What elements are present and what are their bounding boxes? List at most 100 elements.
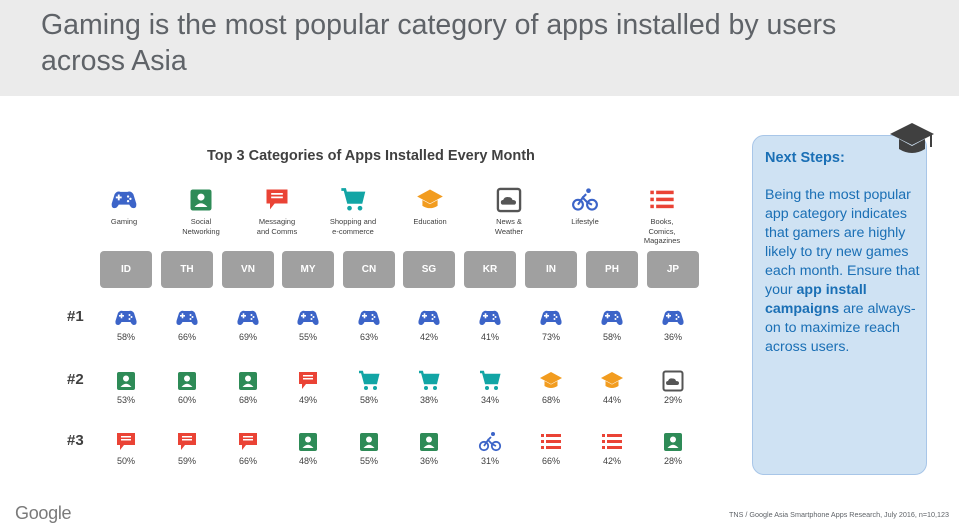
percent-label: 59%: [177, 456, 196, 466]
percent-label: 36%: [419, 456, 438, 466]
messaging-icon: [239, 433, 257, 450]
source-note: TNS / Google Asia Smartphone Apps Resear…: [729, 510, 949, 519]
percent-label: 44%: [602, 395, 621, 405]
percent-label: 63%: [359, 332, 378, 342]
legend-label: Messaging and Comms: [256, 217, 298, 236]
next-steps-body: Being the most popular app category indi…: [765, 186, 925, 357]
books-icon: [650, 190, 674, 209]
percent-label: 49%: [298, 395, 317, 405]
rank-label: #3: [67, 432, 84, 449]
country-tag-my: MY: [282, 251, 334, 288]
country-tag-sg: SG: [403, 251, 455, 288]
percent-label: 42%: [419, 332, 438, 342]
lifestyle-icon: [572, 188, 598, 211]
next-steps-heading: Next Steps:: [765, 150, 845, 166]
rank-cell: 55%: [339, 430, 399, 466]
legend-label: Social Networking: [182, 217, 220, 236]
legend-label: Books, Comics, Magazines: [643, 217, 681, 246]
messaging-icon: [299, 372, 317, 389]
country-tag-th: TH: [161, 251, 213, 288]
percent-label: 68%: [238, 395, 257, 405]
rank-cell: 48%: [278, 430, 338, 466]
rank-cell: 36%: [643, 306, 703, 342]
gaming-icon: [176, 310, 198, 325]
rank-cell: 58%: [96, 306, 156, 342]
shopping-icon: [341, 188, 366, 211]
social-icon: [360, 433, 378, 451]
percent-label: 38%: [419, 395, 438, 405]
graduation-cap-icon: [890, 123, 934, 153]
rank-cell: 34%: [460, 369, 520, 405]
social-icon: [664, 433, 682, 451]
education-icon: [601, 372, 623, 388]
percent-label: 66%: [238, 456, 257, 466]
shopping-icon: [480, 370, 501, 390]
percent-label: 41%: [480, 332, 499, 342]
gaming-icon: [479, 310, 501, 325]
chart-title: Top 3 Categories of Apps Installed Every…: [207, 148, 535, 164]
header-bar: Gaming is the most popular category of a…: [0, 0, 959, 96]
percent-label: 60%: [177, 395, 196, 405]
country-tag-ph: PH: [586, 251, 638, 288]
gaming-icon: [601, 310, 623, 325]
gaming-icon: [297, 310, 319, 325]
rank-cell: 68%: [218, 369, 278, 405]
legend-item-news: News & Weather: [464, 186, 554, 236]
percent-label: 55%: [359, 456, 378, 466]
legend-label: Lifestyle: [571, 217, 599, 226]
gaming-icon: [111, 191, 137, 209]
rank-cell: 41%: [460, 306, 520, 342]
percent-label: 53%: [116, 395, 135, 405]
legend-item-lifestyle: Lifestyle: [540, 186, 630, 227]
rank-cell: 60%: [157, 369, 217, 405]
rank-cell: 68%: [521, 369, 581, 405]
country-tag-jp: JP: [647, 251, 699, 288]
percent-label: 66%: [177, 332, 196, 342]
rank-cell: 29%: [643, 369, 703, 405]
legend-label: Gaming: [110, 217, 138, 226]
percent-label: 28%: [663, 456, 682, 466]
gaming-icon: [662, 310, 684, 325]
google-logo: Google: [15, 503, 72, 523]
country-tag-cn: CN: [343, 251, 395, 288]
gaming-icon: [237, 310, 259, 325]
legend-item-messaging: Messaging and Comms: [232, 186, 322, 236]
rank-cell: 42%: [582, 430, 642, 466]
news-icon: [662, 370, 684, 392]
gaming-icon: [358, 310, 380, 325]
rank-cell: 38%: [399, 369, 459, 405]
country-tag-vn: VN: [222, 251, 274, 288]
country-tag-in: IN: [525, 251, 577, 288]
percent-label: 36%: [663, 332, 682, 342]
country-tag-kr: KR: [464, 251, 516, 288]
legend-label: Shopping and e-commerce: [329, 217, 377, 236]
next-steps-emphasis: app install campaigns: [765, 282, 867, 317]
education-icon: [540, 372, 562, 388]
percent-label: 58%: [116, 332, 135, 342]
legend-item-education: Education: [385, 186, 475, 227]
slide-title: Gaming is the most popular category of a…: [41, 9, 837, 77]
next-steps-panel: [752, 135, 927, 475]
rank-cell: 63%: [339, 306, 399, 342]
next-steps-text-1: Being the most popular app category indi…: [765, 187, 920, 298]
legend-item-gaming: Gaming: [79, 186, 169, 227]
percent-label: 58%: [602, 332, 621, 342]
gaming-icon: [115, 310, 137, 325]
percent-label: 73%: [541, 332, 560, 342]
percent-label: 66%: [541, 456, 560, 466]
rank-cell: 69%: [218, 306, 278, 342]
percent-label: 42%: [602, 456, 621, 466]
percent-label: 29%: [663, 395, 682, 405]
social-icon: [239, 372, 257, 390]
rank-cell: 49%: [278, 369, 338, 405]
rank-cell: 28%: [643, 430, 703, 466]
social-icon: [117, 372, 135, 390]
messaging-icon: [178, 433, 196, 450]
rank-cell: 55%: [278, 306, 338, 342]
legend-item-books: Books, Comics, Magazines: [617, 186, 707, 246]
news-icon: [496, 187, 522, 213]
rank-cell: 50%: [96, 430, 156, 466]
legend-item-shopping: Shopping and e-commerce: [308, 186, 398, 236]
gaming-icon: [540, 310, 562, 325]
